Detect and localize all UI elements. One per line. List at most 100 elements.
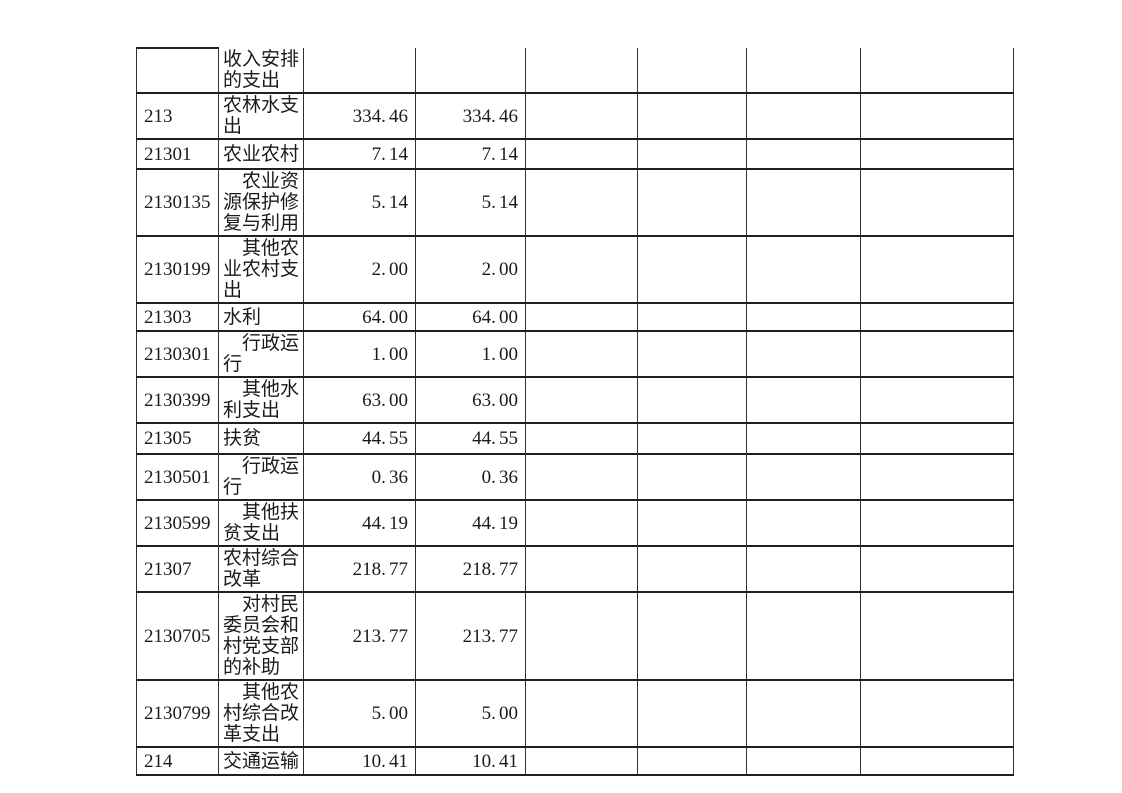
amount-cell: 0. 36 (415, 453, 526, 501)
empty-cell (637, 330, 747, 378)
amount-cell: 63. 00 (303, 376, 416, 424)
empty-cell (860, 591, 1014, 681)
empty-cell (860, 679, 1014, 748)
empty-cell (637, 499, 747, 547)
empty-cell (860, 302, 1014, 332)
empty-cell (860, 138, 1014, 170)
name-cell: 收入安排的支出 (218, 48, 304, 94)
empty-cell (525, 168, 638, 237)
name-cell: 交通运输 (218, 746, 304, 776)
code-cell: 21303 (136, 302, 219, 332)
empty-cell (637, 376, 747, 424)
amount-cell: 218. 77 (303, 545, 416, 593)
empty-cell (637, 422, 747, 455)
empty-cell (746, 591, 861, 681)
table-row: 2130599 其他扶贫支出 44. 19 44. 19 (136, 499, 1014, 547)
amount-cell: 5. 14 (415, 168, 526, 237)
amount-cell: 213. 77 (303, 591, 416, 681)
name-cell: 扶贫 (218, 422, 304, 455)
empty-cell (746, 138, 861, 170)
amount-cell: 7. 14 (415, 138, 526, 170)
amount-cell: 334. 46 (303, 92, 416, 140)
empty-cell (637, 235, 747, 304)
amount-cell: 63. 00 (415, 376, 526, 424)
empty-cell (525, 499, 638, 547)
empty-cell (746, 376, 861, 424)
empty-cell (860, 330, 1014, 378)
name-cell: 农林水支出 (218, 92, 304, 140)
amount-cell: 5. 14 (303, 168, 416, 237)
empty-cell (860, 746, 1014, 776)
budget-table-body: 收入安排的支出 213 农林水支出 334. 46 334. 46 21301 农业农村 7.… (136, 47, 1014, 776)
name-cell: 其他农村综合改革支出 (218, 679, 304, 748)
table-row: 21301 农业农村 7. 14 7. 14 (136, 138, 1014, 170)
empty-cell (637, 168, 747, 237)
amount-cell: 64. 00 (415, 302, 526, 332)
name-cell: 其他农业农村支出 (218, 235, 304, 304)
amount-cell (303, 48, 416, 94)
table-row: 214 交通运输 10. 41 10. 41 (136, 746, 1014, 776)
empty-cell (746, 302, 861, 332)
empty-cell (525, 92, 638, 140)
amount-cell: 64. 00 (303, 302, 416, 332)
code-cell: 2130199 (136, 235, 219, 304)
table-row: 21305 扶贫 44. 55 44. 55 (136, 422, 1014, 455)
empty-cell (746, 168, 861, 237)
empty-cell (525, 453, 638, 501)
name-cell: 行政运行 (218, 453, 304, 501)
empty-cell (637, 302, 747, 332)
empty-cell (525, 48, 638, 94)
amount-cell: 1. 00 (415, 330, 526, 378)
name-cell: 对村民委员会和村党支部的补助 (218, 591, 304, 681)
empty-cell (860, 422, 1014, 455)
empty-cell (860, 499, 1014, 547)
table-row: 2130501 行政运行 0. 36 0. 36 (136, 453, 1014, 501)
table-row: 2130199 其他农业农村支出 2. 00 2. 00 (136, 235, 1014, 304)
empty-cell (637, 746, 747, 776)
amount-cell: 334. 46 (415, 92, 526, 140)
empty-cell (525, 545, 638, 593)
empty-cell (860, 168, 1014, 237)
empty-cell (860, 376, 1014, 424)
table-row: 2130799 其他农村综合改革支出 5. 00 5. 00 (136, 679, 1014, 748)
name-cell: 行政运行 (218, 330, 304, 378)
name-cell: 农村综合改革 (218, 545, 304, 593)
empty-cell (746, 92, 861, 140)
table-row: 2130705 对村民委员会和村党支部的补助 213. 77 213. 77 (136, 591, 1014, 681)
empty-cell (746, 422, 861, 455)
empty-cell (637, 453, 747, 501)
empty-cell (746, 679, 861, 748)
amount-cell (415, 48, 526, 94)
empty-cell (525, 376, 638, 424)
table-row: 2130399 其他水利支出 63. 00 63. 00 (136, 376, 1014, 424)
amount-cell: 44. 55 (415, 422, 526, 455)
code-cell: 2130399 (136, 376, 219, 424)
code-cell: 2130501 (136, 453, 219, 501)
empty-cell (746, 746, 861, 776)
amount-cell: 213. 77 (415, 591, 526, 681)
table-row: 213 农林水支出 334. 46 334. 46 (136, 92, 1014, 140)
name-cell: 农业农村 (218, 138, 304, 170)
name-cell: 其他水利支出 (218, 376, 304, 424)
empty-cell (525, 330, 638, 378)
empty-cell (746, 545, 861, 593)
code-cell: 2130599 (136, 499, 219, 547)
amount-cell: 5. 00 (415, 679, 526, 748)
empty-cell (525, 422, 638, 455)
empty-cell (860, 235, 1014, 304)
empty-cell (525, 591, 638, 681)
empty-cell (637, 48, 747, 94)
code-cell: 214 (136, 746, 219, 776)
amount-cell: 10. 41 (415, 746, 526, 776)
code-cell: 2130705 (136, 591, 219, 681)
name-cell: 农业资源保护修复与利用 (218, 168, 304, 237)
empty-cell (637, 92, 747, 140)
empty-cell (860, 545, 1014, 593)
table-row: 2130135 农业资源保护修复与利用 5. 14 5. 14 (136, 168, 1014, 237)
code-cell: 213 (136, 92, 219, 140)
code-cell: 2130301 (136, 330, 219, 378)
code-cell: 2130799 (136, 679, 219, 748)
amount-cell: 2. 00 (415, 235, 526, 304)
amount-cell: 10. 41 (303, 746, 416, 776)
